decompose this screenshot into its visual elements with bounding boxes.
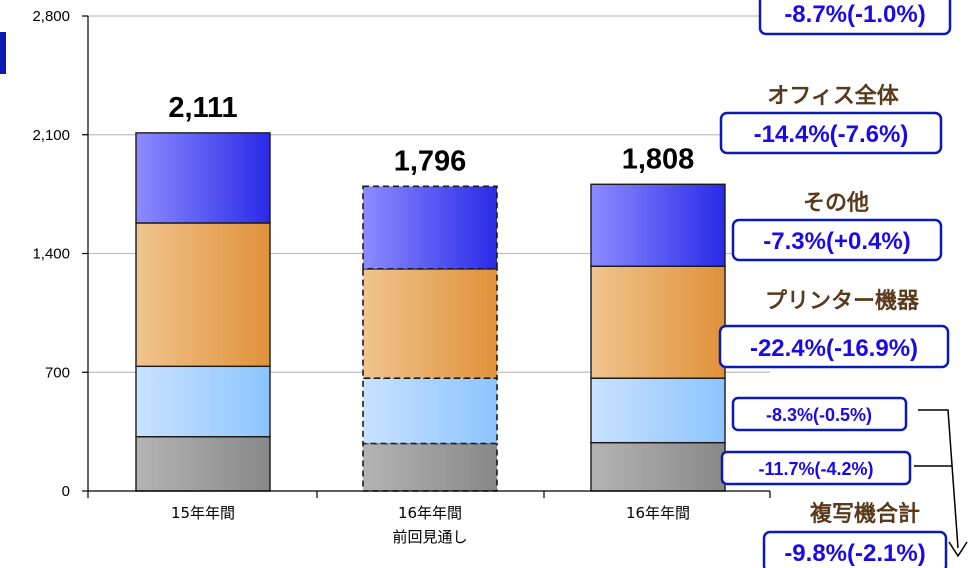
bar-segment <box>135 132 271 224</box>
other-pct-box <box>731 218 943 262</box>
top-pct: -8.7%(-1.0%) <box>784 1 925 28</box>
printer-pct-box <box>718 324 950 369</box>
bar-total-label: 2,111 <box>168 92 237 124</box>
office-pct: -14.4%(-7.6%) <box>754 121 909 148</box>
arrow-head-icon <box>948 541 968 558</box>
copier-pct: -9.8%(-2.1%) <box>784 540 925 567</box>
bar-segment <box>135 222 271 368</box>
y-tick-label: 2,100 <box>32 127 70 144</box>
office-pct-box <box>719 111 943 155</box>
bar-segment <box>135 436 271 492</box>
other-title: その他 <box>803 191 869 216</box>
y-tick-label: 1,400 <box>32 246 70 263</box>
left-accent-bar <box>0 32 6 74</box>
seg1-pct-box <box>720 450 912 486</box>
office-title: オフィス全体 <box>767 83 900 109</box>
seg1-pct: -11.7%(-4.2%) <box>758 459 873 479</box>
bar-total-label: 1,808 <box>622 143 695 175</box>
bar-total-label: 1,796 <box>394 145 467 177</box>
seg2-pct: -8.3%(-0.5%) <box>766 405 872 425</box>
bar-segment <box>135 365 271 438</box>
bar-segment <box>590 183 726 267</box>
printer-pct: -22.4%(-16.9%) <box>750 335 918 362</box>
bar-segment <box>362 442 498 492</box>
seg2-pct-box <box>731 396 908 432</box>
x-category-label: 16年年間 <box>626 504 690 522</box>
copier-pct-box <box>762 530 948 568</box>
y-tick-label: 0 <box>62 483 70 500</box>
y-tick-label: 700 <box>45 364 70 381</box>
bar-segment <box>362 267 498 379</box>
y-tick-label: 2,800 <box>32 8 70 25</box>
x-category-label: 15年年間 <box>171 504 235 522</box>
x-category-label: 前回見通し <box>392 528 467 546</box>
printer-title: プリンター機器 <box>765 289 920 314</box>
other-pct: -7.3%(+0.4%) <box>763 228 910 255</box>
top-pct-box <box>758 0 952 36</box>
annotations: -8.7%(-1.0%) オフィス全体 -14.4%(-7.6%) その他 -7… <box>718 0 968 568</box>
bar-segment <box>590 265 726 379</box>
bars: 2,111 1,796 1,808 <box>135 92 726 492</box>
x-category-label: 16年年間 <box>398 504 462 522</box>
bar-segment <box>362 377 498 445</box>
bar-segment <box>362 185 498 270</box>
connector-line <box>918 409 959 549</box>
bar-segment <box>590 377 726 444</box>
copier-title: 複写機合計 <box>810 501 920 527</box>
bar-segment <box>590 441 726 492</box>
